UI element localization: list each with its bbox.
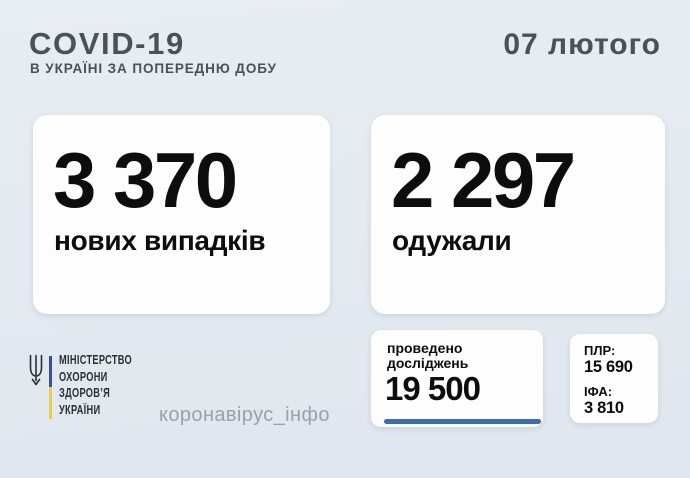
ministry-name: МІНІСТЕРСТВО ОХОРОНИ ЗДОРОВ’Я УКРАЇНИ [59, 352, 132, 418]
ministry-line: МІНІСТЕРСТВО [59, 353, 133, 367]
recovered-card: 2 297 одужали [371, 115, 665, 314]
new-cases-card: 3 370 нових випадків [33, 115, 330, 314]
new-cases-value: 3 370 [53, 136, 238, 224]
ministry-line: ОХОРОНИ [59, 369, 108, 384]
page-subtitle: В УКРАЇНІ ЗА ПОПЕРЕДНЮ ДОБУ [30, 61, 277, 76]
tests-label-line1: проведено [387, 340, 463, 356]
ifa-label: ІФА: [584, 384, 613, 399]
trident-icon [29, 354, 43, 386]
ministry-line: ЗДОРОВ’Я [59, 386, 111, 401]
page-title: COVID-19 [29, 26, 185, 61]
tests-card: проведено досліджень 19 500 [371, 330, 543, 427]
recovered-label: одужали [392, 225, 512, 256]
test-types-card: ПЛР: 15 690 ІФА: 3 810 [570, 334, 658, 423]
report-date: 07 лютого [503, 28, 661, 61]
accent-underline [384, 419, 541, 424]
pcr-label: ПЛР: [584, 343, 616, 358]
new-cases-label: нових випадків [54, 225, 266, 256]
flag-divider-bar [49, 356, 52, 419]
pcr-value: 15 690 [584, 358, 633, 376]
ministry-line: УКРАЇНИ [59, 402, 101, 417]
recovered-value: 2 297 [391, 136, 576, 224]
tests-label-line2: досліджень [387, 354, 469, 371]
ifa-value: 3 810 [584, 399, 624, 417]
tests-value: 19 500 [385, 370, 481, 407]
info-channel-handle: коронавірус_інфо [159, 404, 330, 426]
tests-label: проведено досліджень [387, 341, 468, 370]
